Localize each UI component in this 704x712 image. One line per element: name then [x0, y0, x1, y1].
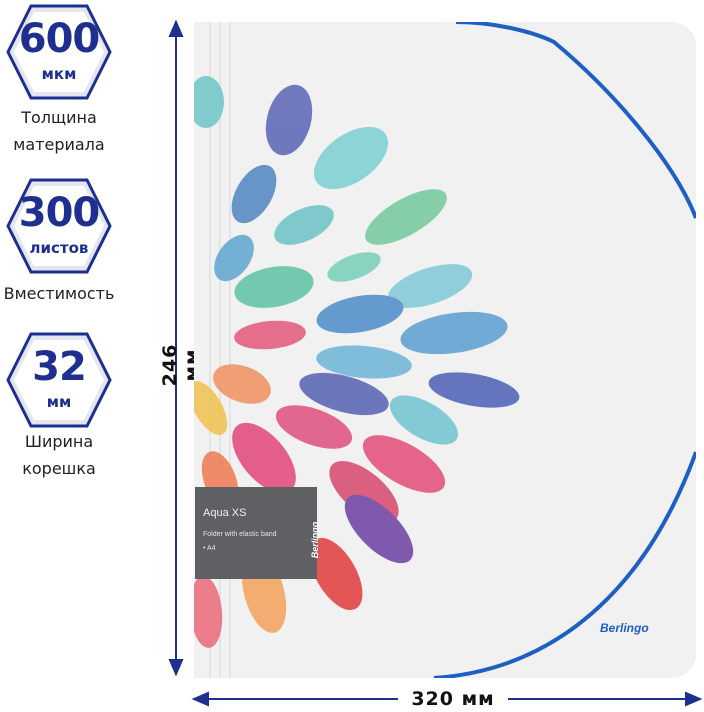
brand-logo: Berlingo [600, 621, 649, 635]
spine-value: 32 [32, 344, 87, 390]
spine-badge: 32 мм [4, 330, 114, 430]
thickness-value: 600 [18, 16, 101, 62]
spine-caption-line1: Ширина [24, 432, 94, 451]
product-label: Aqua XS Folder with elastic band • A4 Be… [195, 487, 320, 579]
thickness-caption-line1: Толщина [21, 108, 97, 127]
hexagon-icon [6, 178, 112, 274]
label-subtitle: Folder with elastic band [203, 531, 277, 538]
thickness-caption-line2: материала [13, 135, 105, 154]
width-dimension-label: 320 мм [398, 688, 508, 710]
label-size: • A4 [203, 545, 216, 552]
thickness-unit: мкм [41, 65, 77, 83]
capacity-caption: Вместимость [0, 280, 118, 307]
spine-caption-line2: корешка [22, 459, 96, 478]
label-brand: Berlingo [310, 521, 320, 559]
spine-unit: мм [46, 393, 72, 411]
capacity-badge: 300 листов [4, 176, 114, 276]
spine-caption: Ширина корешка [0, 428, 118, 482]
thickness-caption: Толщина материала [0, 104, 118, 158]
hexagon-icon [6, 332, 112, 428]
capacity-unit: листов [29, 239, 89, 257]
capacity-value: 300 [18, 190, 101, 236]
label-title: Aqua XS [203, 507, 247, 519]
capacity-caption-line1: Вместимость [3, 284, 115, 303]
folder-cover [194, 22, 696, 678]
watercolor-pattern [194, 22, 696, 678]
thickness-badge: 600 мкм [4, 2, 114, 102]
hexagon-icon [6, 4, 112, 100]
